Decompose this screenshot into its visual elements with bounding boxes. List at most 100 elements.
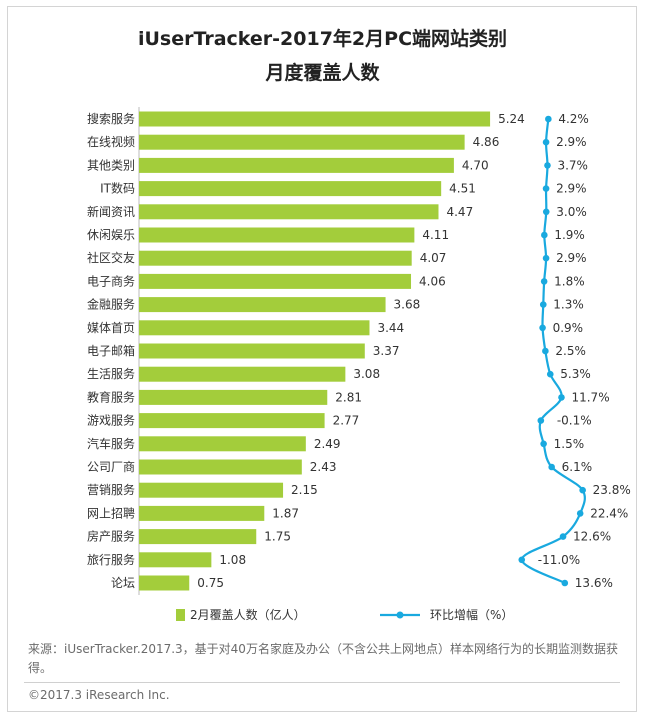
bar-value-label: 3.37 <box>373 344 400 358</box>
growth-point <box>540 278 548 285</box>
growth-label: 1.5% <box>554 437 585 451</box>
growth-label: 2.5% <box>555 344 586 358</box>
bar-value-label: 2.81 <box>335 390 362 404</box>
category-label: 电子商务 <box>87 273 135 288</box>
bar <box>139 111 491 127</box>
bar <box>139 436 306 452</box>
bar <box>139 482 284 498</box>
growth-label: 2.9% <box>556 251 587 265</box>
growth-point <box>545 115 552 123</box>
bar <box>139 366 346 382</box>
bar-value-label: 0.75 <box>197 576 224 590</box>
growth-label: 13.6% <box>575 576 613 590</box>
growth-label: 4.2% <box>558 112 589 126</box>
chart-frame <box>7 6 637 712</box>
growth-point <box>544 162 551 169</box>
category-label: 休闲娱乐 <box>87 228 135 242</box>
growth-label: 23.8% <box>593 483 631 497</box>
bar <box>139 459 302 475</box>
bar <box>139 273 412 289</box>
category-label: 汽车服务 <box>87 436 135 451</box>
bar-value-label: 4.11 <box>422 228 449 242</box>
bar-value-label: 3.44 <box>377 321 404 335</box>
bar <box>139 389 328 405</box>
growth-point <box>539 324 546 332</box>
category-label: 媒体首页 <box>87 321 135 335</box>
chart-title: iUserTracker-2017年2月PC端网站类别 <box>137 28 508 50</box>
growth-label: -11.0% <box>538 553 580 567</box>
growth-point <box>559 533 567 540</box>
bar-value-label: 4.07 <box>420 251 447 265</box>
bar <box>139 181 442 197</box>
growth-label: 0.9% <box>553 321 584 335</box>
copyright: ©2017.3 iResearch Inc. <box>28 688 170 702</box>
bar <box>139 204 439 220</box>
growth-point <box>576 510 584 517</box>
category-label: 金融服务 <box>87 297 135 312</box>
growth-label: 1.8% <box>554 274 585 288</box>
growth-point <box>537 417 545 424</box>
bar-value-label: 4.86 <box>473 135 500 149</box>
bar-value-label: 3.08 <box>353 367 380 381</box>
bar-value-label: 2.43 <box>310 460 337 474</box>
growth-point <box>548 463 555 471</box>
legend-line-marker <box>396 611 404 619</box>
bar <box>139 157 454 173</box>
bar-value-label: 3.68 <box>394 298 421 312</box>
growth-label: 22.4% <box>590 506 628 520</box>
category-label: 网上招聘 <box>87 506 135 520</box>
growth-point <box>558 394 565 401</box>
growth-label: 3.7% <box>557 158 588 172</box>
growth-label: 3.0% <box>556 205 587 219</box>
growth-label: 12.6% <box>573 530 611 544</box>
legend-bar-label: 2月覆盖人数（亿人） <box>190 607 306 622</box>
category-label: 搜索服务 <box>87 111 135 126</box>
category-label: 教育服务 <box>87 389 135 404</box>
bar-value-label: 4.70 <box>462 158 489 172</box>
bar <box>139 413 325 429</box>
bar-value-label: 4.47 <box>446 205 473 219</box>
bar-value-label: 1.87 <box>272 506 299 520</box>
bar <box>139 227 415 243</box>
bar <box>139 250 412 266</box>
divider <box>24 682 620 683</box>
growth-point <box>541 231 548 239</box>
bar <box>139 134 465 150</box>
category-label: 旅行服务 <box>87 552 135 567</box>
growth-point <box>542 138 550 146</box>
bar-value-label: 2.15 <box>291 483 318 497</box>
growth-label: 5.3% <box>560 367 591 381</box>
category-label: 游戏服务 <box>87 413 135 428</box>
source-note: 来源：iUserTracker.2017.3，基于对40万名家庭及办公（不含公共… <box>28 642 618 675</box>
growth-point <box>542 347 549 355</box>
growth-point <box>579 486 586 494</box>
growth-point <box>539 301 547 308</box>
bar-value-label: 4.06 <box>419 274 446 288</box>
growth-label: -0.1% <box>557 414 592 428</box>
bar <box>139 505 265 521</box>
growth-point <box>542 185 550 192</box>
bar-value-label: 2.49 <box>314 437 341 451</box>
category-label: 电子邮箱 <box>87 343 135 358</box>
category-label: IT数码 <box>100 181 135 196</box>
growth-label: 2.9% <box>556 182 587 196</box>
category-label: 新闻资讯 <box>87 204 135 219</box>
growth-point <box>561 579 569 587</box>
category-label: 房产服务 <box>87 529 135 544</box>
category-label: 其他类别 <box>87 158 135 172</box>
bar <box>139 575 190 591</box>
bar-value-label: 1.75 <box>264 530 291 544</box>
bar-value-label: 5.24 <box>498 112 525 126</box>
category-label: 公司厂商 <box>87 459 135 474</box>
bar <box>139 552 212 568</box>
bar-value-label: 4.51 <box>449 182 476 196</box>
legend-bar-swatch <box>176 609 185 621</box>
bar <box>139 529 257 545</box>
category-label: 社区交友 <box>87 250 135 265</box>
category-label: 在线视频 <box>87 134 135 149</box>
growth-label: 1.3% <box>553 298 584 312</box>
chart-subtitle: 月度覆盖人数 <box>265 62 380 84</box>
growth-label: 6.1% <box>562 460 593 474</box>
bar-value-label: 1.08 <box>219 553 246 567</box>
